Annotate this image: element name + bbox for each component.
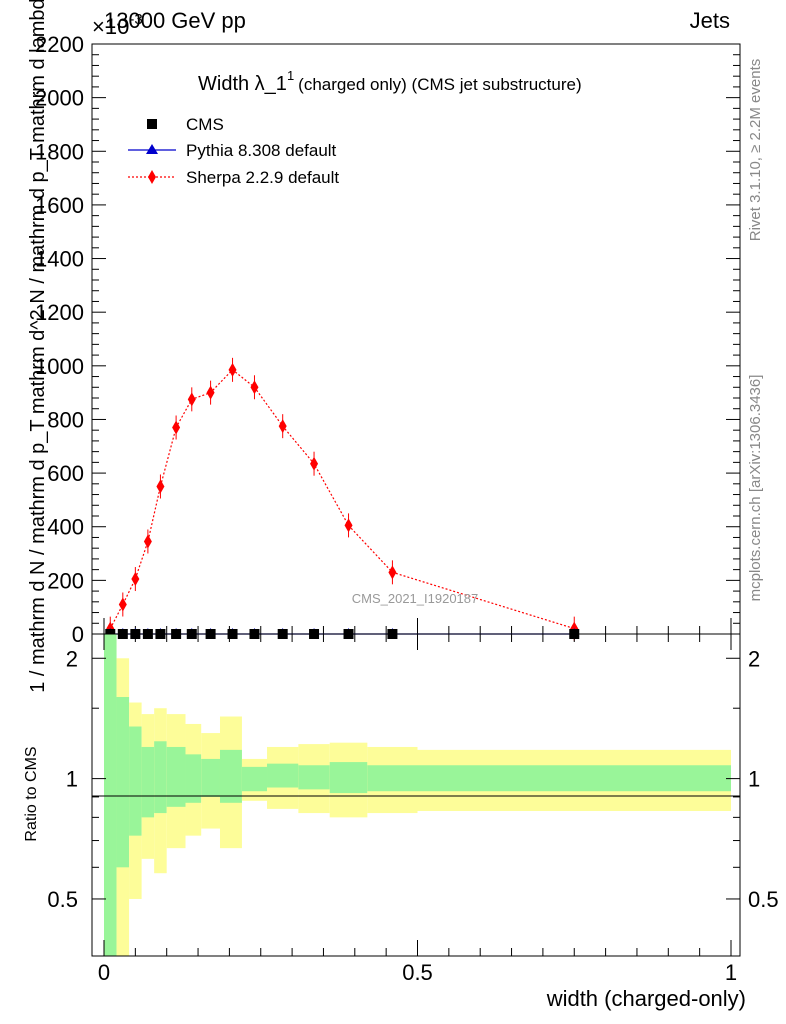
mcplots-label: mcplots.cern.ch [arXiv:1306.3436] — [747, 375, 764, 602]
main-y-tick-label: 1200 — [35, 300, 84, 325]
ratio-band-inner — [367, 765, 418, 792]
ratio-band-inner — [298, 765, 330, 790]
sherpa-point — [143, 534, 152, 549]
sherpa-point — [388, 565, 397, 580]
ratio-x-ticks: 0 0.5 1 — [98, 634, 737, 985]
exponent-power: -3 — [129, 11, 142, 28]
ratio-band-inner — [241, 766, 268, 792]
sherpa-point — [118, 597, 127, 612]
chart-title: Width λ_11 (charged only) (CMS jet substr… — [198, 68, 582, 95]
main-y-axis-label: 1 / mathrm d N / mathrm d p_T mathrm d^2… — [27, 0, 49, 693]
legend-marker-cms — [147, 119, 157, 129]
ratio-y-tick-label: 2 — [66, 646, 78, 671]
legend-marker-sherpa — [148, 170, 156, 184]
sherpa-point — [156, 479, 165, 494]
x-tick-label: 1 — [725, 960, 737, 985]
ratio-band-inner — [201, 758, 220, 797]
main-y-tick-label: 2200 — [35, 32, 84, 57]
main-plot-panel: 0 200 400 600 800 1000 1200 1400 1600 1800 2000 220… — [35, 32, 741, 647]
main-y-tick-label: 0 — [72, 622, 84, 647]
sherpa-point — [131, 572, 140, 587]
ratio-band-inner — [219, 749, 242, 803]
analysis-watermark: CMS_2021_I1920187 — [352, 591, 479, 606]
chart-title-sup: 1 — [287, 68, 294, 83]
legend: CMS Pythia 8.308 default Sherpa 2.2.9 de… — [128, 115, 339, 187]
x-tick-label: 0 — [98, 960, 110, 985]
main-y-tick-label: 200 — [47, 568, 84, 593]
legend-item-pythia: Pythia 8.308 default — [128, 141, 337, 160]
ratio-band-inner — [185, 754, 202, 803]
legend-label-sherpa: Sherpa 2.2.9 default — [186, 168, 339, 187]
main-x-ticks — [103, 618, 732, 634]
ratio-band-inner — [329, 762, 368, 794]
ratio-y-axis-label: Ratio to CMS — [23, 746, 40, 841]
ratio-y-tick-label-right: 2 — [748, 646, 760, 671]
main-y-tick-label: 1800 — [35, 139, 84, 164]
ratio-band-inner — [141, 746, 155, 818]
ratio-band-inner — [104, 634, 117, 956]
main-y-tick-label: 1000 — [35, 354, 84, 379]
ratio-y-tick-label-right: 0.5 — [748, 887, 779, 912]
x-axis-label: width (charged-only) — [546, 986, 746, 1011]
sherpa-point — [228, 362, 237, 377]
legend-label-cms: CMS — [186, 115, 224, 134]
sherpa-point — [250, 380, 259, 395]
sherpa-point — [310, 456, 319, 471]
chart-title-main: Width λ_1 — [198, 73, 287, 95]
legend-item-sherpa: Sherpa 2.2.9 default — [128, 168, 339, 187]
ratio-plot-frame — [91, 633, 741, 957]
ratio-band-inner — [417, 765, 731, 792]
main-y-tick-label: 800 — [47, 407, 84, 432]
exponent-times: ×10 — [92, 14, 129, 39]
sherpa-line — [109, 368, 575, 630]
sherpa-point — [278, 419, 287, 434]
ratio-y-ticks: 0.5 0.5 1 1 2 2 — [47, 646, 778, 912]
ratio-plot-panel: 0.5 0.51 12 2 0 0.5 1 — [47, 633, 779, 985]
ratio-band-inner — [116, 697, 130, 868]
sherpa-point — [206, 385, 215, 400]
sherpa-point — [172, 420, 181, 435]
main-y-tick-label: 400 — [47, 515, 84, 540]
process-label: Jets — [690, 8, 730, 33]
ratio-band-inner — [129, 726, 142, 836]
main-y-tick-label: 600 — [47, 461, 84, 486]
legend-marker-pythia — [146, 144, 158, 154]
x-tick-label: 0.5 — [402, 960, 433, 985]
main-series-layer — [105, 357, 580, 641]
ratio-y-tick-label-right: 1 — [748, 767, 760, 792]
ratio-y-tick-label: 0.5 — [47, 887, 78, 912]
legend-label-pythia: Pythia 8.308 default — [186, 141, 337, 160]
sherpa-point — [187, 392, 196, 407]
ratio-band-inner — [154, 741, 167, 814]
ratio-band-inner — [166, 746, 186, 807]
sherpa-point — [344, 518, 353, 533]
rivet-label: Rivet 3.1.10, ≥ 2.2M events — [747, 59, 764, 242]
exponent-label: ×10-3 — [92, 11, 143, 39]
main-y-tick-label: 2000 — [35, 86, 84, 111]
main-y-ticks: 0 200 400 600 800 1000 1200 1400 1600 1800 2000 220… — [35, 32, 740, 647]
ratio-band-inner — [267, 763, 299, 788]
main-y-tick-label: 1400 — [35, 247, 84, 272]
ratio-bands-layer — [104, 634, 731, 956]
chart-subtitle: (charged only) (CMS jet substructure) — [298, 75, 581, 94]
main-y-tick-label: 1600 — [35, 193, 84, 218]
energy-label: 13000 GeV pp — [104, 8, 246, 33]
ratio-y-tick-label: 1 — [66, 767, 78, 792]
legend-item-cms: CMS — [147, 115, 224, 134]
